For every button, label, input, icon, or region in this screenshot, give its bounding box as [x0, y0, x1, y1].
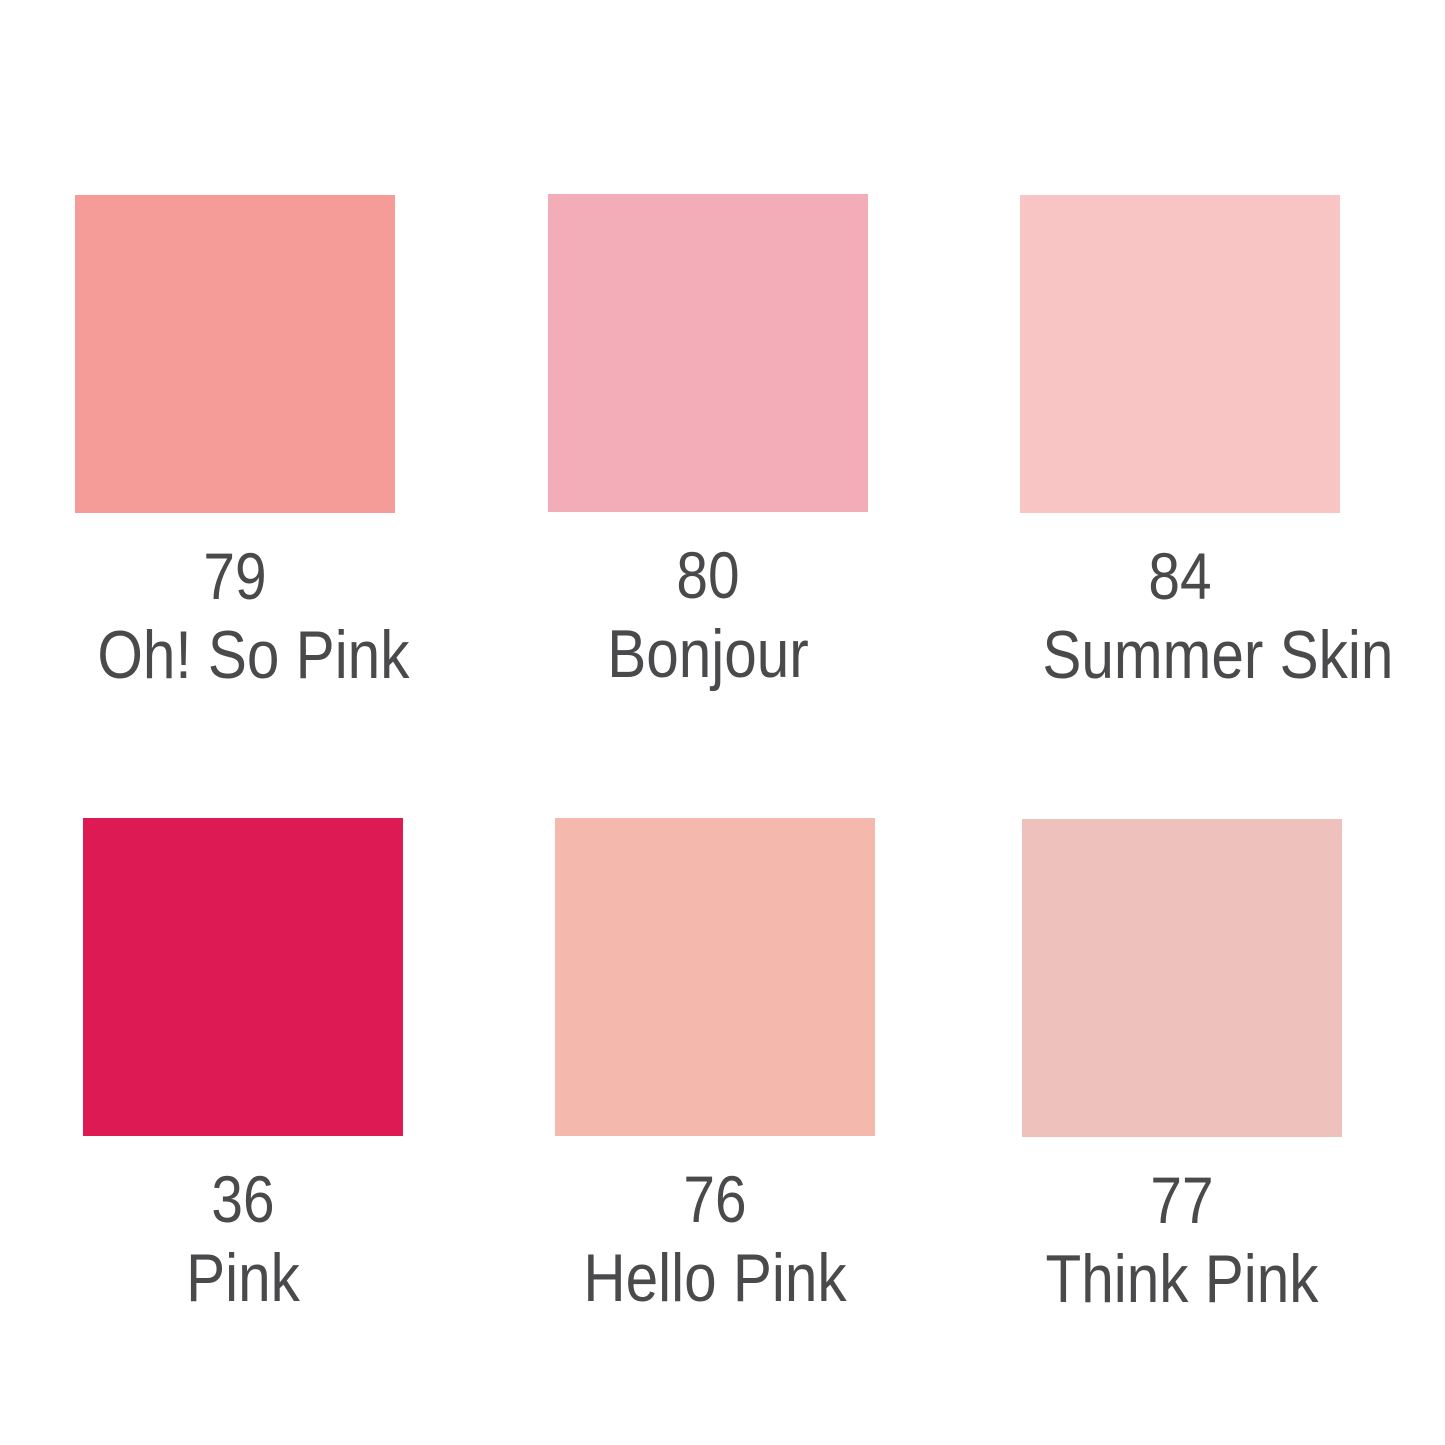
shade-name-hello-pink: Hello Pink	[583, 1240, 847, 1316]
shade-cell-77: 77 Think Pink	[1022, 819, 1342, 1313]
shade-cell-36: 36 Pink	[83, 818, 403, 1312]
shade-number-80: 80	[676, 538, 740, 612]
shade-name-pink: Pink	[186, 1240, 300, 1316]
color-swatch-36	[83, 818, 403, 1136]
shade-cell-80: 80 Bonjour	[548, 194, 868, 688]
color-swatch-76	[555, 818, 875, 1136]
shade-cell-76: 76 Hello Pink	[555, 818, 875, 1312]
color-swatch-84	[1020, 195, 1340, 513]
shade-number-79: 79	[203, 539, 267, 613]
shade-name-bonjour: Bonjour	[607, 616, 809, 692]
shade-number-36: 36	[211, 1162, 275, 1236]
shade-number-77: 77	[1150, 1163, 1214, 1237]
shade-name-summer-skin: Summer Skin	[1042, 617, 1394, 693]
shade-number-84: 84	[1148, 539, 1212, 613]
color-swatch-79	[75, 195, 395, 513]
shade-name-oh-so-pink: Oh! So Pink	[97, 617, 410, 693]
shade-name-think-pink: Think Pink	[1045, 1241, 1319, 1317]
color-swatch-80	[548, 194, 868, 512]
shade-cell-79: 79 Oh! So Pink	[75, 195, 410, 693]
shade-number-76: 76	[683, 1162, 747, 1236]
color-swatch-77	[1022, 819, 1342, 1137]
shade-cell-84: 84 Summer Skin	[1020, 195, 1394, 693]
